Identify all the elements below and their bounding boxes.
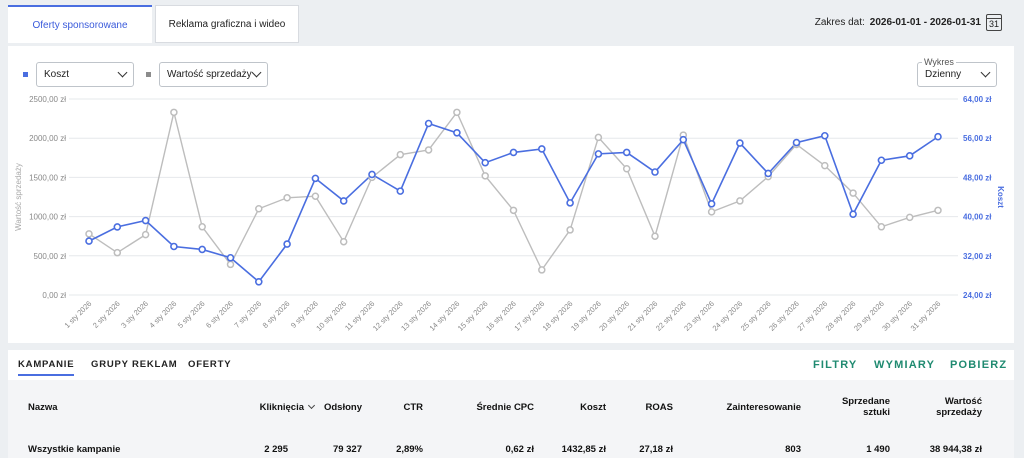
table-panel: KAMPANIE GRUPY REKLAM OFERTY FILTRY WYMI…: [8, 350, 1014, 458]
row-interest: 803: [785, 444, 801, 455]
header-ctr[interactable]: CTR: [403, 402, 423, 413]
header-cpc[interactable]: Średnie CPC: [476, 402, 534, 413]
dimensions-button[interactable]: WYMIARY: [874, 359, 936, 371]
metric1-select[interactable]: Koszt: [36, 62, 134, 87]
header-clicks[interactable]: Kliknięcia: [240, 401, 316, 413]
top-bar: Oferty sponsorowane Reklama graficzna i …: [0, 0, 1024, 46]
chevron-down-icon: [117, 67, 128, 78]
row-name[interactable]: Wszystkie kampanie: [28, 444, 121, 455]
header-value-line1: Wartość: [944, 396, 982, 407]
metric2-select[interactable]: Wartość sprzedaży: [159, 62, 268, 87]
header-units-line1: Sprzedane: [841, 396, 890, 407]
date-range-value: 2026-01-01 - 2026-01-31: [869, 17, 981, 28]
row-ctr: 2,89%: [396, 444, 423, 455]
tab-display-video[interactable]: Reklama graficzna i wideo: [155, 5, 299, 43]
header-units[interactable]: Sprzedane sztuki: [828, 396, 890, 418]
date-range-label: Zakres dat:: [814, 17, 865, 28]
download-button[interactable]: POBIERZ: [950, 359, 1008, 371]
filters-button[interactable]: FILTRY: [813, 359, 858, 371]
metric2-control: Wartość sprzedaży: [146, 62, 268, 87]
header-sales-value[interactable]: Wartość sprzedaży: [908, 396, 982, 418]
header-interest[interactable]: Zainteresowanie: [726, 402, 801, 413]
sales-legend-icon: [146, 72, 151, 77]
row-views: 79 327: [332, 444, 362, 455]
row-sales-value: 38 944,38 zł: [929, 444, 982, 455]
chart-panel: Koszt Wartość sprzedaży Dzienny: [8, 46, 1014, 343]
campaign-table: Nazwa Kliknięcia Odsłony CTR Średnie CPC…: [8, 380, 1014, 458]
cost-legend-icon: [23, 72, 28, 77]
chevron-down-icon: [251, 67, 262, 78]
chart-period-value: Dzienny: [925, 69, 962, 80]
subtabs: KAMPANIE GRUPY REKLAM OFERTY FILTRY WYMI…: [8, 350, 1014, 378]
chevron-down-icon: [980, 67, 991, 78]
header-value-line2: sprzedaży: [936, 407, 982, 418]
chart-period-label: Wykres: [922, 57, 956, 67]
header-views[interactable]: Odsłony: [323, 402, 362, 413]
row-roas: 27,18 zł: [639, 444, 673, 455]
row-cpc: 0,62 zł: [505, 444, 534, 455]
tab-sponsored-offers[interactable]: Oferty sponsorowane: [8, 5, 152, 43]
subtab-campaigns[interactable]: KAMPANIE: [18, 359, 75, 376]
metric1-value: Koszt: [44, 69, 70, 80]
date-range: Zakres dat: 2026-01-01 - 2026-01-31 31: [815, 14, 1002, 31]
header-units-line2: sztuki: [863, 407, 890, 418]
row-units: 1 490: [866, 444, 890, 455]
metric2-value: Wartość sprzedaży: [167, 69, 252, 80]
subtab-offers[interactable]: OFERTY: [188, 359, 232, 370]
metric1-control: Koszt: [23, 62, 134, 87]
subtab-adgroups[interactable]: GRUPY REKLAM: [91, 359, 178, 370]
header-cost[interactable]: Koszt: [580, 402, 606, 413]
row-clicks: 2 295: [264, 444, 288, 455]
calendar-day: 31: [988, 19, 999, 29]
header-clicks-label: Kliknięcia: [259, 402, 304, 413]
header-roas[interactable]: ROAS: [645, 402, 673, 413]
calendar-icon[interactable]: 31: [986, 14, 1002, 31]
row-cost: 1432,85 zł: [561, 444, 606, 455]
header-name[interactable]: Nazwa: [28, 402, 58, 413]
